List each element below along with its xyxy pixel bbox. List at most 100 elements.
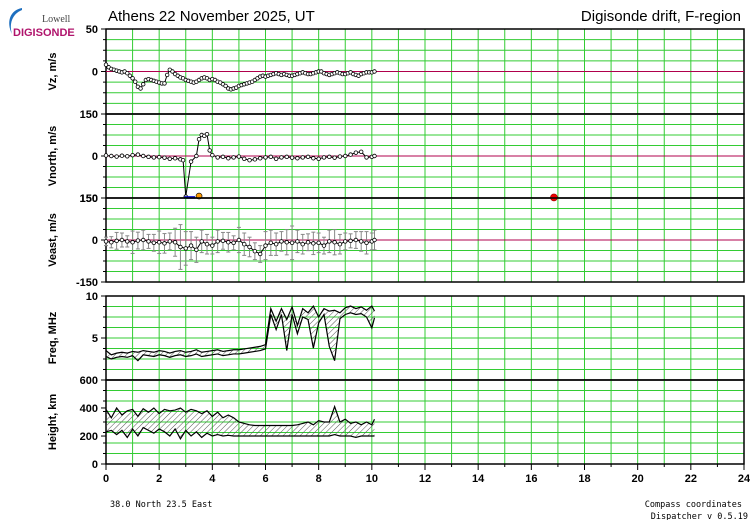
vnorth-point: [279, 155, 284, 160]
vnorth-point: [114, 154, 119, 159]
vnorth-point: [172, 156, 178, 161]
veast-point: [372, 237, 377, 243]
veast-point: [146, 239, 151, 244]
vz-point: [138, 86, 143, 91]
panel-vz: 50 0 Vz, m/s: [47, 24, 745, 115]
vnorth-point: [252, 157, 258, 162]
vnorth-point: [207, 148, 212, 153]
veast-point: [141, 237, 146, 243]
freq-lower-line: [105, 312, 376, 362]
veast-point: [348, 238, 353, 244]
y-tick-label: 5: [92, 333, 98, 345]
vnorth-point: [156, 154, 162, 160]
veast-point: [337, 241, 343, 247]
veast-point: [316, 240, 321, 245]
veast-point: [311, 241, 316, 246]
veast-point: [178, 244, 183, 250]
vnorth-point: [109, 153, 114, 159]
veast-point: [172, 240, 178, 245]
vnorth-point: [194, 153, 199, 159]
x-tick-label: 16: [525, 473, 537, 485]
vnorth-point: [295, 156, 300, 161]
y-tick-label: 150: [80, 193, 98, 205]
height-upper-line: [105, 404, 376, 427]
panel-veast: 150 0 -150 Veast, m/s: [47, 193, 745, 289]
veast-point: [114, 238, 119, 244]
veast-point: [119, 237, 125, 243]
vnorth-point: [204, 131, 210, 137]
veast-point: [156, 240, 162, 245]
vnorth-point: [162, 155, 167, 160]
chart-title-left: Athens 22 November 2025, UT: [108, 8, 315, 25]
vz-point: [130, 76, 135, 81]
y-axis-label: Freq, MHz: [47, 311, 59, 364]
coordinates-note: Compass coordinates: [645, 500, 742, 510]
y-axis-label: Veast, m/s: [47, 213, 59, 267]
veast-point: [162, 241, 167, 246]
vnorth-point: [146, 154, 151, 160]
vnorth-point: [353, 150, 359, 155]
veast-point: [273, 241, 279, 247]
vnorth-point: [215, 155, 220, 160]
logo-top-text: Lowell: [42, 14, 71, 25]
vnorth-point: [364, 155, 369, 160]
vnorth-point: [188, 159, 194, 164]
vnorth-point: [180, 157, 186, 163]
vnorth-point: [247, 157, 252, 163]
veast-point: [130, 240, 135, 245]
y-tick-label: 10: [86, 291, 98, 303]
vz-point: [164, 72, 170, 78]
lowell-digisonde-logo: Lowell DIGISONDE: [9, 8, 75, 39]
veast-point: [289, 240, 295, 245]
y-tick-label: 0: [92, 235, 98, 247]
height-lower-line: [105, 426, 375, 440]
vnorth-point: [226, 156, 231, 161]
vnorth-point: [372, 153, 377, 159]
vnorth-point: [332, 155, 337, 160]
veast-point: [220, 238, 226, 244]
veast-point: [231, 240, 236, 245]
veast-point: [359, 239, 364, 244]
vnorth-point: [257, 156, 263, 161]
veast-point: [215, 239, 220, 244]
x-tick-label: 22: [685, 473, 697, 485]
freq-band: [106, 306, 375, 361]
vz-point: [141, 82, 146, 87]
veast-point: [364, 240, 369, 245]
veast-point: [236, 237, 242, 243]
chart-title-right: Digisonde drift, F-region: [581, 8, 741, 25]
vnorth-point: [167, 156, 172, 161]
x-tick-label: 8: [316, 473, 322, 485]
version-note: Dispatcher v 0.5.19: [651, 512, 748, 520]
veast-point: [321, 243, 327, 248]
logo-swoosh-icon: [9, 8, 22, 34]
y-tick-label: 150: [80, 193, 98, 205]
y-tick-label: 50: [86, 24, 98, 36]
veast-point: [295, 239, 300, 244]
vnorth-point: [151, 155, 157, 160]
y-axis-label: Vnorth, m/s: [47, 126, 59, 187]
x-tick-label: 4: [209, 473, 216, 485]
vnorth-point: [321, 155, 327, 160]
vnorth-point: [141, 153, 146, 159]
veast-point: [252, 248, 258, 254]
veast-point: [210, 243, 215, 248]
veast-point: [247, 244, 252, 250]
panel-height: 600 400 200 0 Height, km: [47, 375, 745, 471]
veast-line: [105, 239, 375, 255]
vnorth-point: [311, 156, 316, 161]
y-tick-label: 0: [92, 67, 98, 79]
vnorth-point: [130, 152, 135, 158]
veast-point: [332, 240, 337, 245]
veast-point: [183, 246, 188, 251]
x-tick-label: 20: [632, 473, 644, 485]
vnorth-point: [284, 154, 289, 160]
x-tick-label: 14: [472, 473, 485, 485]
vz-point: [223, 83, 228, 89]
veast-point: [242, 241, 247, 247]
vnorth-point: [300, 155, 305, 160]
veast-point: [125, 239, 130, 244]
vz-point: [125, 70, 130, 76]
veast-point: [257, 251, 263, 257]
